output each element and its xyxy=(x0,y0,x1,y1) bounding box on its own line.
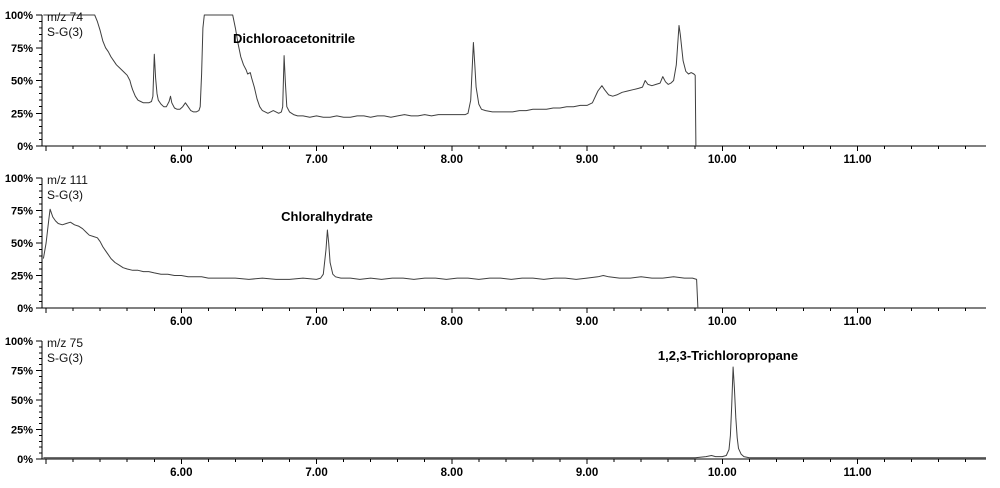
axis xyxy=(36,14,986,151)
tick-labels: 0% 25% 50% 75% 100% 6.00 7.00 8.00 9.00 10.00 11.0… xyxy=(5,10,872,163)
svg-text:10.00: 10.00 xyxy=(708,316,737,326)
svg-text:0%: 0% xyxy=(17,454,33,466)
svg-text:11.00: 11.00 xyxy=(843,467,871,479)
svg-text:75%: 75% xyxy=(11,366,33,378)
svg-text:6.00: 6.00 xyxy=(170,467,192,479)
axis xyxy=(36,177,986,313)
peak-annotation-trichloropropane: 1,2,3-Trichloropropane xyxy=(657,348,799,363)
mz-label: m/z 111 xyxy=(47,173,88,187)
svg-text:9.00: 9.00 xyxy=(576,154,598,163)
tick-labels: 0% 25% 50% 75% 100% 6.00 7.00 8.00 9.00 10.00 11.0… xyxy=(5,336,872,479)
chromatogram-panel-mz75: m/z 75 S-G(3) 1,2,3-Trichloropropane 0% 2… xyxy=(0,326,1000,488)
svg-text:0%: 0% xyxy=(17,303,33,315)
peak-annotation-chloralhydrate: Chloralhydrate xyxy=(281,209,373,224)
svg-text:100%: 100% xyxy=(5,336,33,348)
mz-label: m/z 74 xyxy=(47,10,84,24)
svg-text:8.00: 8.00 xyxy=(441,154,463,163)
tick-labels: 0% 25% 50% 75% 100% 6.00 7.00 8.00 9.00 10.00 11.0… xyxy=(5,173,872,326)
svg-text:100%: 100% xyxy=(5,10,33,22)
axis xyxy=(36,340,986,464)
chromatogram-trace xyxy=(42,208,699,309)
svg-text:9.00: 9.00 xyxy=(576,316,598,326)
svg-text:50%: 50% xyxy=(11,395,33,407)
svg-text:7.00: 7.00 xyxy=(305,316,327,326)
chromatogram-trace xyxy=(43,366,986,459)
svg-text:7.00: 7.00 xyxy=(305,467,327,479)
smoothing-label: S-G(3) xyxy=(47,351,83,365)
smoothing-label: S-G(3) xyxy=(47,188,83,202)
chromatogram-trace xyxy=(43,14,697,147)
svg-text:75%: 75% xyxy=(11,43,33,55)
svg-text:6.00: 6.00 xyxy=(170,154,192,163)
chromatogram-panel-mz74: m/z 74 S-G(3) Dichloroacetonitrile 0% 25%… xyxy=(0,0,1000,163)
svg-text:11.00: 11.00 xyxy=(843,154,871,163)
svg-text:11.00: 11.00 xyxy=(843,316,871,326)
svg-text:10.00: 10.00 xyxy=(708,467,737,479)
plot-area-mz74: 0% 25% 50% 75% 100% 6.00 7.00 8.00 9.00 10.00 11.0… xyxy=(5,10,986,163)
plot-area-mz75: 0% 25% 50% 75% 100% 6.00 7.00 8.00 9.00 10.00 11.0… xyxy=(5,336,986,479)
mz-label: m/z 75 xyxy=(47,336,84,350)
peak-annotation-dichloroacetonitrile: Dichloroacetonitrile xyxy=(233,31,356,46)
smoothing-label: S-G(3) xyxy=(47,25,83,39)
svg-text:0%: 0% xyxy=(17,141,33,153)
svg-text:6.00: 6.00 xyxy=(170,316,192,326)
svg-text:9.00: 9.00 xyxy=(576,467,598,479)
svg-text:25%: 25% xyxy=(11,425,33,437)
svg-text:7.00: 7.00 xyxy=(305,154,327,163)
svg-text:25%: 25% xyxy=(11,108,33,120)
svg-text:25%: 25% xyxy=(11,271,33,283)
svg-text:10.00: 10.00 xyxy=(708,154,737,163)
svg-text:50%: 50% xyxy=(11,76,33,88)
chromatogram-panel-mz111: m/z 111 S-G(3) Chloralhydrate 0% 25% 50% 75… xyxy=(0,163,1000,326)
plot-area-mz111: 0% 25% 50% 75% 100% 6.00 7.00 8.00 9.00 10.00 11.0… xyxy=(5,173,986,326)
svg-text:8.00: 8.00 xyxy=(441,316,463,326)
svg-text:8.00: 8.00 xyxy=(441,467,463,479)
svg-text:50%: 50% xyxy=(11,238,33,250)
svg-text:75%: 75% xyxy=(11,206,33,218)
svg-text:100%: 100% xyxy=(5,173,33,185)
